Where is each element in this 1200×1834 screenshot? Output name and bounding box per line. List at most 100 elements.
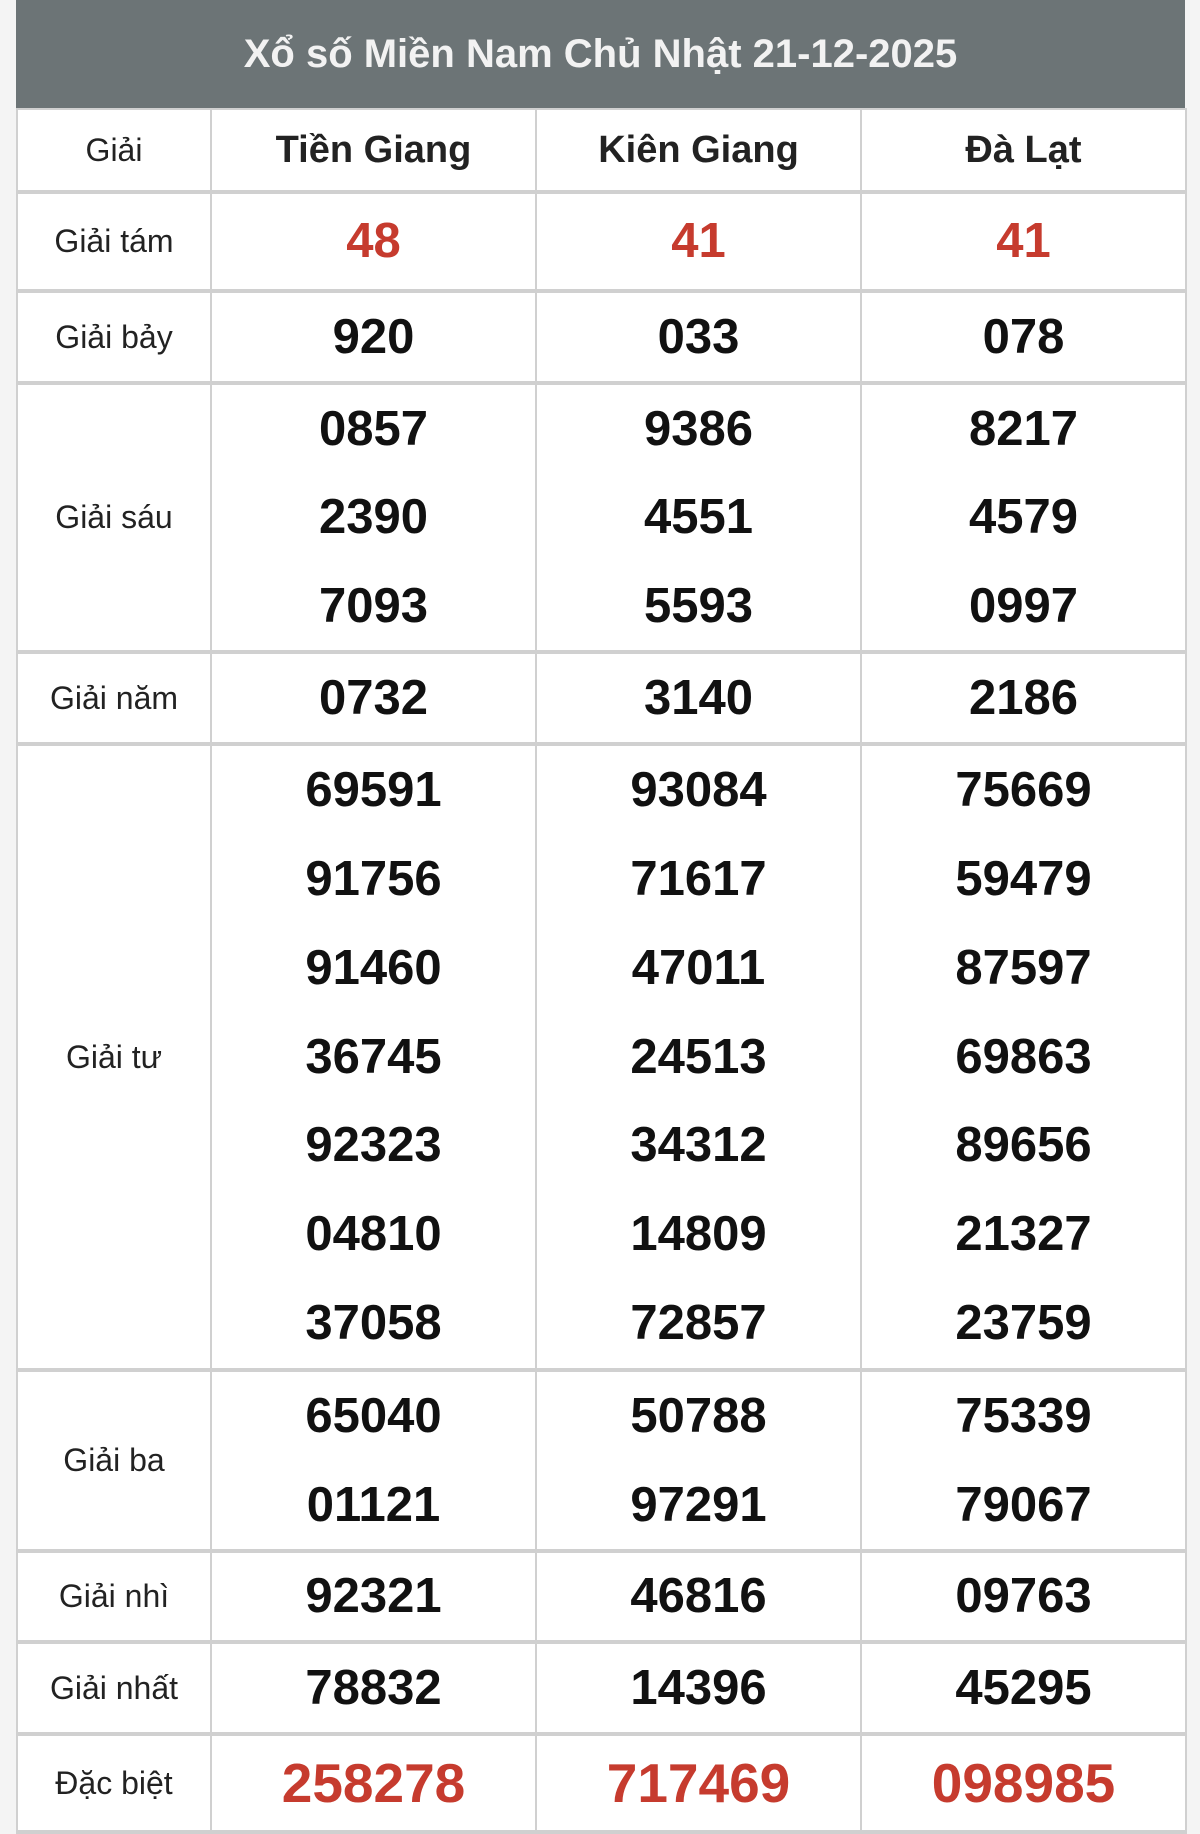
prize-number: 033 [657,310,740,364]
prize-number: 098985 [931,1752,1116,1815]
prize-cell: 75669 59479 87597 69863 89656 21327 23759 [860,742,1187,1373]
prize-cell: 14396 [535,1641,862,1737]
prize-number: 45295 [955,1661,1092,1716]
prize-number: 75339 [955,1389,1092,1444]
prize-row: Giải ba 65040 01121 50788 97291 75339 79067 [16,1369,1187,1554]
prize-number: 41 [996,214,1051,268]
prize-number: 4579 [968,490,1078,545]
prize-number: 01121 [306,1477,441,1532]
prize-label: Giải năm [16,651,212,746]
prize-number: 89656 [955,1118,1092,1173]
prize-cell: 033 [535,290,862,385]
prize-number: 41 [671,214,726,268]
prize-cell: 0732 [210,651,537,746]
prize-row: Giải tám 48 41 41 [16,191,1187,293]
header-prize-label: Giải [16,108,212,194]
prize-row: Giải tư 69591 91756 91460 36745 92323 04810 370… [16,742,1187,1373]
prize-cell: 48 [210,191,537,293]
prize-cell: 09763 [860,1550,1187,1645]
prize-number: 37058 [305,1296,442,1351]
prize-cell: 45295 [860,1641,1187,1737]
page-title: Xổ số Miền Nam Chủ Nhật 21-12-2025 [16,0,1185,108]
prize-number: 4551 [643,490,753,545]
prize-number: 717469 [606,1752,791,1815]
prize-cell: 46816 [535,1550,862,1645]
prize-number: 14396 [630,1661,767,1716]
prize-label: Giải ba [16,1369,212,1554]
prize-number: 59479 [955,851,1092,906]
prize-number: 2186 [968,671,1078,725]
prize-number: 91756 [305,851,442,906]
prize-number: 50788 [630,1389,767,1444]
prize-number: 04810 [305,1207,442,1262]
prize-cell: 78832 [210,1641,537,1737]
prize-number: 47011 [631,940,766,995]
prize-number: 71617 [630,851,767,906]
prize-label: Giải nhì [16,1550,212,1645]
prize-cell: 3140 [535,651,862,746]
province-header: Kiên Giang [535,108,862,194]
prize-number: 69591 [305,763,442,817]
prize-number: 24513 [630,1029,767,1084]
prize-row: Giải nhất 78832 14396 45295 [16,1641,1187,1737]
prize-label: Giải tám [16,191,212,293]
prize-cell: 69591 91756 91460 36745 92323 04810 37058 [210,742,537,1373]
prize-cell: 920 [210,290,537,385]
prize-number: 0997 [968,578,1078,633]
prize-number: 87597 [955,940,1092,995]
prize-cell: 258278 [210,1733,537,1834]
prize-row: Giải năm 0732 3140 2186 [16,651,1187,746]
prize-number: 36745 [305,1029,442,1084]
province-header: Đà Lạt [860,108,1187,194]
prize-number: 8217 [968,402,1078,456]
prize-number: 21327 [955,1207,1092,1262]
prize-number: 75669 [955,763,1092,817]
prize-label: Giải tư [16,742,212,1373]
prize-cell: 65040 01121 [210,1369,537,1554]
prize-row: Giải nhì 92321 46816 09763 [16,1550,1187,1645]
prize-cell: 41 [860,191,1187,293]
prize-number: 0857 [318,402,428,456]
prize-number: 23759 [955,1296,1092,1351]
prize-number: 258278 [281,1752,466,1815]
prize-number: 97291 [630,1477,767,1532]
prize-number: 72857 [630,1296,767,1351]
prize-label: Giải sáu [16,382,212,654]
prize-cell: 2186 [860,651,1187,746]
prize-cell: 717469 [535,1733,862,1834]
prize-label: Giải bảy [16,290,212,385]
prize-number: 3140 [643,671,753,725]
prize-number: 65040 [305,1389,442,1444]
prize-label: Giải nhất [16,1641,212,1737]
prize-cell: 93084 71617 47011 24513 34312 14809 72857 [535,742,862,1373]
prize-number: 48 [346,214,401,268]
prize-cell: 8217 4579 0997 [860,382,1187,654]
prize-row: Giải bảy 920 033 078 [16,290,1187,385]
prize-row: Giải sáu 0857 2390 7093 9386 4551 5593 8217 4579… [16,382,1187,654]
prize-number: 93084 [630,763,767,817]
prize-number: 9386 [643,402,753,456]
prize-cell: 75339 79067 [860,1369,1187,1554]
prize-number: 2390 [318,490,428,545]
prize-number: 92323 [305,1118,442,1173]
prize-cell: 9386 4551 5593 [535,382,862,654]
prize-number: 7093 [318,578,428,633]
prize-cell: 098985 [860,1733,1187,1834]
prize-cell: 41 [535,191,862,293]
prize-number: 09763 [955,1569,1092,1624]
province-header: Tiền Giang [210,108,537,194]
prize-number: 14809 [630,1207,767,1262]
prize-number: 69863 [955,1029,1092,1084]
results-table: Giải Tiền Giang Kiên Giang Đà Lạt Giải t… [16,108,1187,1834]
prize-number: 0732 [318,671,428,725]
prize-number: 92321 [305,1569,442,1624]
prize-number: 34312 [630,1118,767,1173]
prize-cell: 078 [860,290,1187,385]
prize-cell: 92321 [210,1550,537,1645]
prize-number: 5593 [643,578,753,633]
prize-cell: 0857 2390 7093 [210,382,537,654]
prize-number: 79067 [955,1477,1092,1532]
header-row: Giải Tiền Giang Kiên Giang Đà Lạt [16,108,1187,194]
prize-cell: 50788 97291 [535,1369,862,1554]
prize-number: 46816 [630,1569,767,1624]
